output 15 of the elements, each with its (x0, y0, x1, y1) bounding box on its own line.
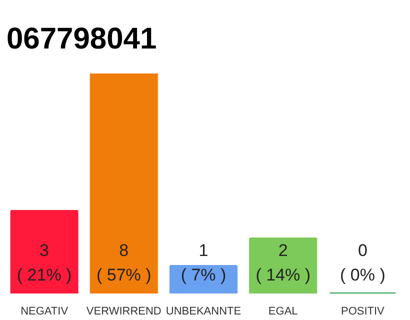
bar (10, 210, 78, 294)
bar (169, 265, 238, 294)
chart-title: 067798041 (6, 22, 157, 56)
x-tick-label: POSITIV (341, 306, 386, 318)
bar (90, 74, 158, 294)
data-label: 2 ( 14% ) (256, 240, 310, 285)
x-tick-label: UNBEKANNTE (166, 306, 242, 318)
bar (249, 238, 318, 294)
x-tick-label: EGAL (268, 306, 298, 318)
x-tick-label: NEGATIV (20, 306, 69, 318)
data-label: 1 ( 7% ) (180, 240, 226, 285)
data-label: 3 ( 21% ) (16, 240, 72, 285)
x-tick-label: VERWIRREND (86, 306, 162, 318)
data-label: 0 ( 0% ) (340, 240, 386, 285)
data-label: 8 ( 57% ) (96, 240, 152, 285)
